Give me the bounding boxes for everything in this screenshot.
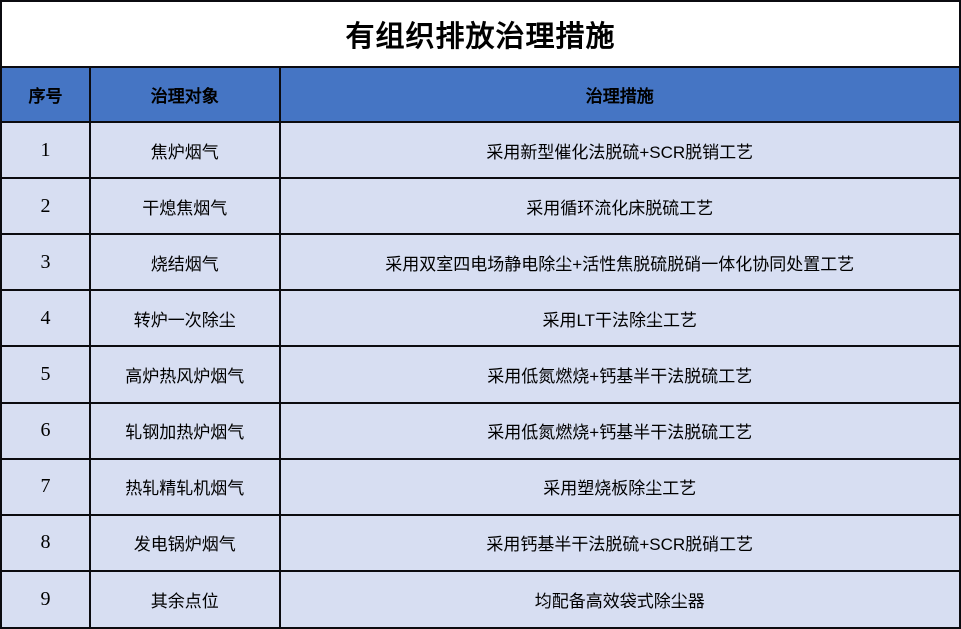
cell-treatment-measure: 采用新型催化法脱硫+SCR脱销工艺 <box>278 120 959 180</box>
cell-serial-number: 9 <box>2 569 92 627</box>
table-row: 1 焦炉烟气 采用新型催化法脱硫+SCR脱销工艺 <box>2 120 959 180</box>
cell-treatment-target: 转炉一次除尘 <box>89 289 281 348</box>
cell-treatment-target: 其余点位 <box>89 569 281 627</box>
cell-treatment-measure: 采用低氮燃烧+钙基半干法脱硫工艺 <box>278 345 959 404</box>
page-title: 有组织排放治理措施 <box>345 21 616 53</box>
cell-treatment-measure: 采用塑烧板除尘工艺 <box>278 457 959 516</box>
table-row: 5 高炉热风炉烟气 采用低氮燃烧+钙基半干法脱硫工艺 <box>2 345 959 404</box>
cell-serial-number: 8 <box>2 513 92 572</box>
title-bar: 有组织排放治理措施 <box>2 2 959 66</box>
table-row: 3 烧结烟气 采用双室四电场静电除尘+活性焦脱硫脱硝一体化协同处置工艺 <box>2 233 959 292</box>
cell-treatment-target: 烧结烟气 <box>89 233 281 292</box>
cell-serial-number: 5 <box>2 345 92 404</box>
cell-treatment-measure: 采用LT干法除尘工艺 <box>278 289 959 348</box>
table-row: 6 轧钢加热炉烟气 采用低氮燃烧+钙基半干法脱硫工艺 <box>2 401 959 460</box>
header-treatment-target: 治理对象 <box>89 66 281 123</box>
table-header-row: 序号 治理对象 治理措施 <box>2 66 959 123</box>
cell-treatment-target: 发电锅炉烟气 <box>89 513 281 572</box>
table-row: 4 转炉一次除尘 采用LT干法除尘工艺 <box>2 289 959 348</box>
cell-treatment-measure: 采用低氮燃烧+钙基半干法脱硫工艺 <box>278 401 959 460</box>
cell-treatment-target: 高炉热风炉烟气 <box>89 345 281 404</box>
cell-treatment-target: 焦炉烟气 <box>89 120 281 180</box>
cell-serial-number: 1 <box>2 120 92 180</box>
cell-treatment-measure: 均配备高效袋式除尘器 <box>278 569 959 627</box>
cell-serial-number: 3 <box>2 233 92 292</box>
header-treatment-measure: 治理措施 <box>278 66 959 123</box>
cell-serial-number: 4 <box>2 289 92 348</box>
cell-treatment-target: 轧钢加热炉烟气 <box>89 401 281 460</box>
cell-serial-number: 7 <box>2 457 92 516</box>
cell-treatment-measure: 采用钙基半干法脱硫+SCR脱硝工艺 <box>278 513 959 572</box>
cell-treatment-measure: 采用双室四电场静电除尘+活性焦脱硫脱硝一体化协同处置工艺 <box>278 233 959 292</box>
cell-treatment-target: 热轧精轧机烟气 <box>89 457 281 516</box>
cell-treatment-target: 干熄焦烟气 <box>89 177 281 236</box>
cell-treatment-measure: 采用循环流化床脱硫工艺 <box>278 177 959 236</box>
treatment-measures-table: 序号 治理对象 治理措施 1 焦炉烟气 采用新型催化法脱硫+SCR脱销工艺 2 … <box>2 66 959 627</box>
table-row: 2 干熄焦烟气 采用循环流化床脱硫工艺 <box>2 177 959 236</box>
table-row: 9 其余点位 均配备高效袋式除尘器 <box>2 569 959 627</box>
table-row: 7 热轧精轧机烟气 采用塑烧板除尘工艺 <box>2 457 959 516</box>
cell-serial-number: 6 <box>2 401 92 460</box>
cell-serial-number: 2 <box>2 177 92 236</box>
header-serial-number: 序号 <box>2 66 92 123</box>
table-row: 8 发电锅炉烟气 采用钙基半干法脱硫+SCR脱硝工艺 <box>2 513 959 572</box>
